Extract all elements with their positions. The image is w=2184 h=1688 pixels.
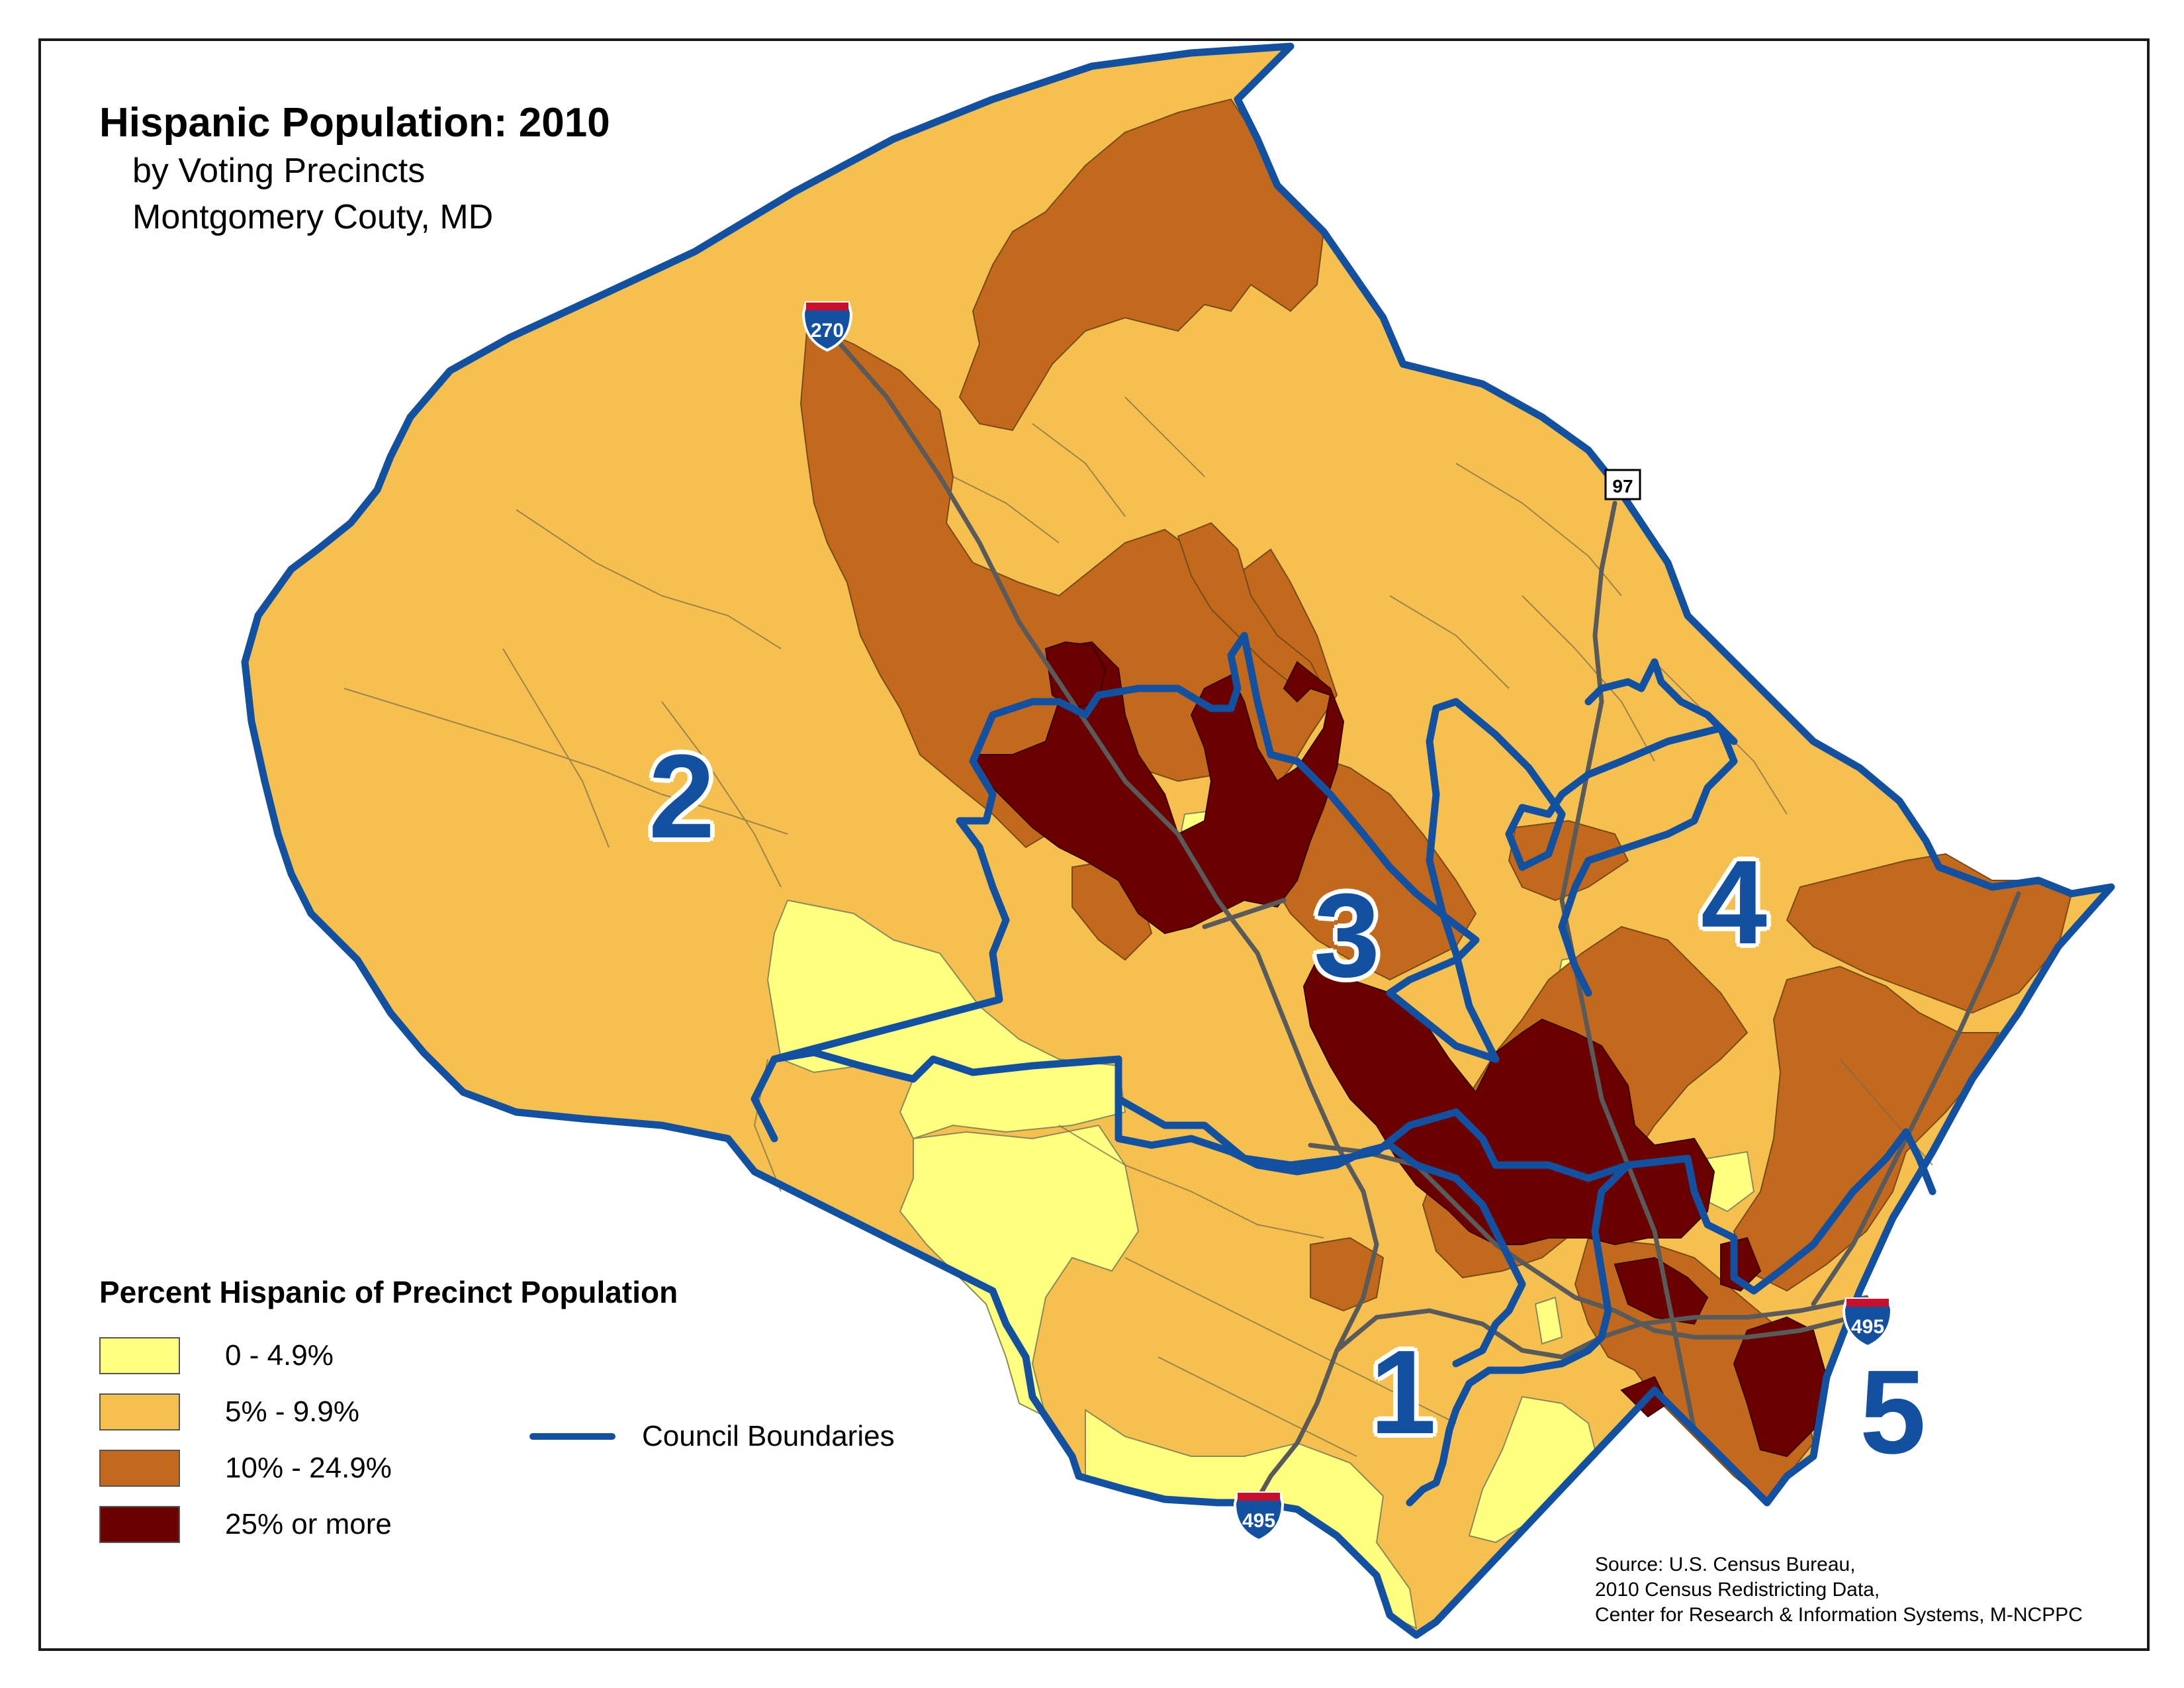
map-title: Hispanic Population: 2010	[99, 100, 610, 146]
legend-label-mid-low: 5% - 9.9%	[225, 1395, 359, 1428]
precinct-high-clarksburg	[1044, 641, 1107, 710]
source-note: Source: U.S. Census Bureau, 2010 Census …	[1595, 1552, 2083, 1628]
legend-boundary-line	[529, 1433, 615, 1440]
legend-item-low: 0 - 4.9%	[99, 1336, 334, 1376]
legend-label-mid-high: 10% - 24.9%	[225, 1452, 392, 1484]
legend-item-mid-high: 10% - 24.9%	[99, 1448, 392, 1488]
district-1-label: 1	[1370, 1326, 1437, 1459]
road-i270	[838, 342, 1379, 1502]
source-line-1: Source: U.S. Census Bureau,	[1595, 1554, 1856, 1575]
council-boundaries	[241, 42, 2115, 1639]
district-4-north	[1584, 658, 1738, 745]
legend-item-mid-low: 5% - 9.9%	[99, 1392, 359, 1432]
legend-boundary-label: Council Boundaries	[642, 1420, 895, 1452]
precinct-low-bethesda	[1534, 1296, 1563, 1345]
precinct-group-low-s	[899, 1124, 1140, 1418]
district-3-east	[1373, 1108, 1632, 1182]
shield-i495-east: 495	[1842, 1297, 1893, 1348]
svg-text:495: 495	[1242, 1510, 1275, 1532]
precinct-group-midhigh-east2	[1733, 965, 2000, 1292]
district-5-label: 5	[1860, 1346, 1927, 1479]
shield-i495-south: 495	[1233, 1491, 1285, 1542]
legend-label-low: 0 - 4.9%	[225, 1339, 334, 1372]
road-us29	[1811, 891, 2021, 1307]
shield-i270: 270	[801, 301, 853, 352]
map-subtitle-precincts: by Voting Precincts	[132, 152, 426, 190]
legend-council-boundaries: Council Boundaries	[529, 1420, 895, 1453]
precinct-high-takoma	[1733, 1316, 1828, 1458]
legend-label-high: 25% or more	[225, 1508, 392, 1540]
map-subtitle-county: Montgomery Couty, MD	[132, 198, 494, 236]
legend-item-high: 25% or more	[99, 1505, 392, 1544]
district-3-label: 3	[1314, 869, 1381, 1002]
district-1-3-boundary	[1115, 1055, 1526, 1368]
legend-title: Percent Hispanic of Precinct Population	[99, 1275, 678, 1309]
district-4-west	[1386, 698, 1738, 1063]
svg-text:97: 97	[1612, 476, 1633, 496]
district-4-5-boundary	[1624, 1128, 1936, 1295]
county-outline	[241, 42, 2115, 1639]
district-4-label: 4	[1701, 836, 1768, 969]
precinct-group-high-germantown	[972, 641, 1345, 935]
legend-swatch-mid-low	[99, 1393, 180, 1430]
legend-swatch-low	[99, 1337, 180, 1374]
legend-swatch-high	[99, 1506, 180, 1543]
source-line-3: Center for Research & Information System…	[1595, 1604, 2083, 1626]
road-i495	[1334, 1295, 1869, 1360]
road-i370	[1202, 898, 1287, 929]
district-1-5-boundary	[1406, 1161, 1632, 1507]
shield-md97: 97	[1604, 469, 1641, 500]
district-2-label: 2	[649, 730, 715, 863]
precinct-group-low-sw	[766, 899, 1126, 1140]
precinct-group-midhigh-north	[958, 98, 1325, 432]
svg-text:495: 495	[1851, 1316, 1884, 1338]
source-line-2: 2010 Census Redistricting Data,	[1595, 1579, 1880, 1601]
district-3-west	[770, 632, 1480, 1063]
svg-text:270: 270	[811, 320, 844, 342]
legend-swatch-mid-high	[99, 1450, 180, 1487]
